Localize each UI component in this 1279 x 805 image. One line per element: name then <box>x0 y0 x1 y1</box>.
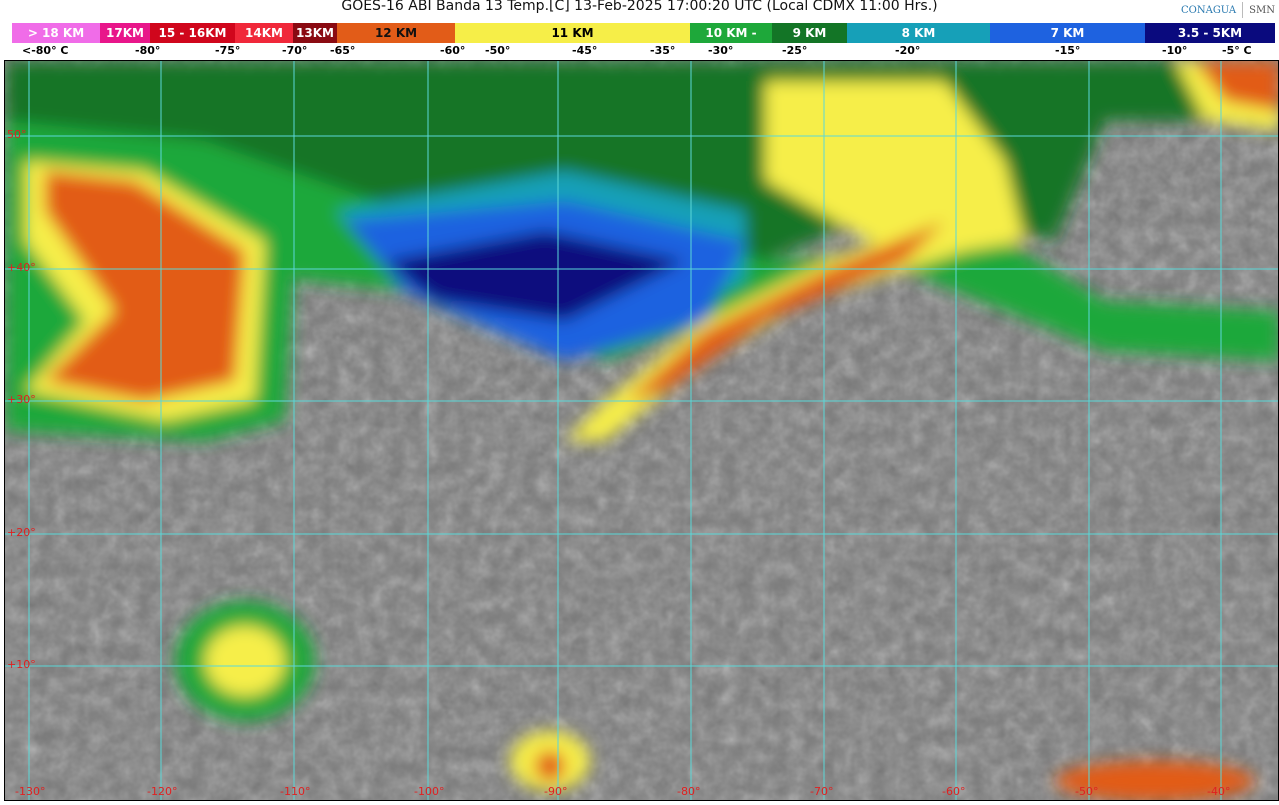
legend-segment: 7 KM <box>990 23 1145 43</box>
temperature-label: -60° <box>440 44 466 57</box>
legend-segment: 13KM <box>293 23 337 43</box>
temperature-label: -15° <box>1055 44 1081 57</box>
temperature-scale: <-80° C -80° -75° -70° -65° -60° -50° -45° -35° -… <box>0 44 1279 60</box>
conagua-logo: CONAGUA <box>1181 4 1237 16</box>
longitude-label: -130° <box>15 785 46 798</box>
temperature-label: -70° <box>282 44 308 57</box>
temperature-label: -30° <box>708 44 734 57</box>
longitude-label: -120° <box>147 785 178 798</box>
longitude-label: -40° <box>1207 785 1231 798</box>
longitude-label: -80° <box>677 785 701 798</box>
temperature-label: -25° <box>782 44 808 57</box>
smn-logo: SMN <box>1249 4 1275 16</box>
temperature-label: -50° <box>485 44 511 57</box>
legend-segment: 8 KM <box>847 23 990 43</box>
latitude-label: +30° <box>7 393 36 406</box>
temperature-label: -80° <box>135 44 161 57</box>
longitude-label: -50° <box>1075 785 1099 798</box>
legend-segment: > 18 KM <box>12 23 100 43</box>
agency-logos: CONAGUA SMN <box>1181 2 1275 18</box>
legend-segment: 11 KM <box>455 23 690 43</box>
longitude-label: -70° <box>810 785 834 798</box>
legend-segment: 12 KM <box>337 23 455 43</box>
longitude-label: -100° <box>414 785 445 798</box>
temperature-label: <-80° C <box>22 44 69 57</box>
temperature-label: -10° <box>1162 44 1188 57</box>
color-scale-legend: > 18 KM 17KM 15 - 16KM 14KM 13KM 12 KM 11 KM 10… <box>12 23 1275 43</box>
latitude-label: +20° <box>7 526 36 539</box>
temperature-label: -20° <box>895 44 921 57</box>
logo-divider <box>1242 2 1244 18</box>
legend-segment: 10 KM - <box>690 23 772 43</box>
longitude-label: -60° <box>942 785 966 798</box>
legend-segment: 14KM <box>235 23 293 43</box>
image-title: GOES-16 ABI Banda 13 Temp.[C] 13-Feb-202… <box>341 0 938 14</box>
longitude-label: -90° <box>544 785 568 798</box>
temperature-label: -75° <box>215 44 241 57</box>
temperature-label: -45° <box>572 44 598 57</box>
legend-segment: 3.5 - 5KM <box>1145 23 1275 43</box>
infrared-imagery <box>5 61 1278 800</box>
legend-segment: 17KM <box>100 23 150 43</box>
latitude-label: 50° <box>7 128 27 141</box>
legend-segment: 9 KM <box>772 23 847 43</box>
temperature-label: -65° <box>330 44 356 57</box>
legend-segment: 15 - 16KM <box>150 23 235 43</box>
satellite-map[interactable]: 50° +40° +30° +20° +10° -130° -120° -110° -100° -… <box>4 60 1279 801</box>
latitude-label: +10° <box>7 658 36 671</box>
temperature-label: -35° <box>650 44 676 57</box>
latitude-label: +40° <box>7 261 36 274</box>
longitude-label: -110° <box>280 785 311 798</box>
temperature-label: -5° C <box>1222 44 1252 57</box>
lat-lon-grid <box>5 61 1278 800</box>
